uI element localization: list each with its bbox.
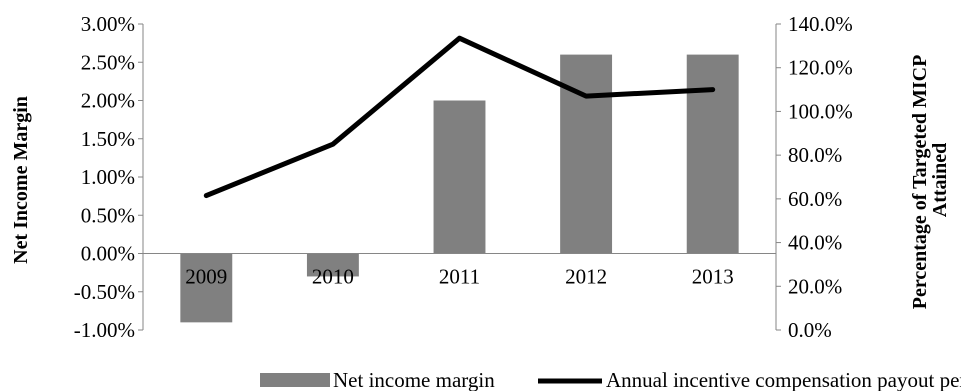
legend-label-line: Annual incentive compensation payout per… xyxy=(606,368,961,391)
left-axis: 3.00% 2.50% 2.00% 1.50% 1.00% 0.50% 0.00% -0.50… xyxy=(74,12,144,342)
bar-2010 xyxy=(306,253,359,277)
bar-2011 xyxy=(433,100,486,254)
left-tick-label: -0.50% xyxy=(74,280,135,304)
right-tick-label: 140.0% xyxy=(788,12,853,36)
x-tick-label: 2012 xyxy=(565,265,607,289)
x-tick-label: 2013 xyxy=(692,265,734,289)
legend-swatch-bar xyxy=(260,373,330,387)
right-tick-label: 20.0% xyxy=(788,274,842,298)
right-axis: 140.0% 120.0% 100.0% 80.0% 60.0% 40.0% 20.0% 0.… xyxy=(775,12,853,342)
y-axis-title: Net Income Margin xyxy=(10,96,32,264)
right-tick-label: 0.0% xyxy=(788,318,832,342)
x-tick-label: 2011 xyxy=(439,265,480,289)
left-tick-label: 2.50% xyxy=(81,50,135,74)
right-tick-label: 80.0% xyxy=(788,143,842,167)
y2-axis-title: Percentage of Targeted MICP Attained xyxy=(909,51,951,309)
y2-axis-title-line-1: Percentage of Targeted MICP xyxy=(909,55,931,309)
bar-2009 xyxy=(180,253,233,323)
left-tick-label: 1.50% xyxy=(81,127,135,151)
legend-label-bar: Net income margin xyxy=(333,368,495,391)
bar-2012 xyxy=(560,54,613,254)
left-tick-label: 3.00% xyxy=(81,12,135,36)
x-tick-label: 2009 xyxy=(185,265,227,289)
left-tick-label: 2.00% xyxy=(81,89,135,113)
left-tick-label: 1.00% xyxy=(81,165,135,189)
left-tick-label: -1.00% xyxy=(74,318,135,342)
x-tick-label: 2010 xyxy=(312,265,354,289)
y2-axis-title-line-2: Attained xyxy=(929,143,951,217)
left-tick-label: 0.00% xyxy=(81,242,135,266)
right-tick-label: 40.0% xyxy=(788,231,842,255)
bar-2013 xyxy=(686,54,739,254)
right-tick-label: 60.0% xyxy=(788,187,842,211)
right-tick-label: 100.0% xyxy=(788,99,853,123)
left-tick-label: 0.50% xyxy=(81,203,135,227)
right-tick-label: 120.0% xyxy=(788,56,853,80)
legend: Net income margin Annual incentive compen… xyxy=(260,368,961,391)
plot-area: 2009 2010 2011 2012 2013 xyxy=(143,35,776,323)
